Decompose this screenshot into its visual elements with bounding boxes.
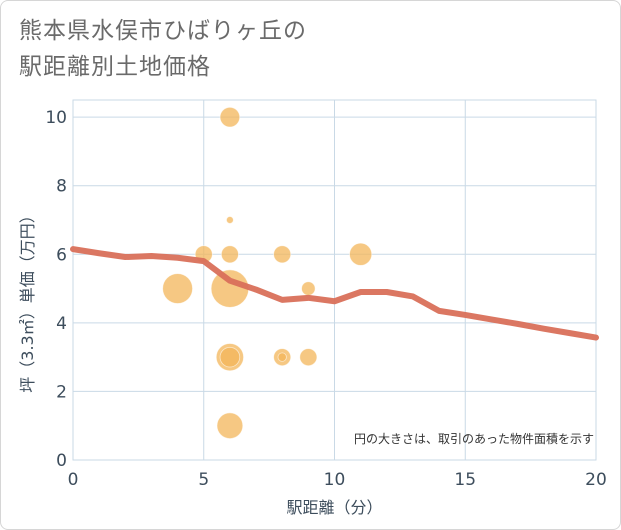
trend-line [70, 246, 599, 341]
chart-title-line2: 駅距離別土地価格 [19, 54, 211, 80]
bubble-point [226, 216, 234, 224]
y-tick-label: 2 [56, 382, 67, 402]
bubble-point [219, 346, 241, 368]
bubble-point [220, 245, 239, 264]
y-tick-label: 4 [56, 314, 67, 334]
x-tick-labels: 0 5 10 15 20 [68, 470, 607, 490]
bubble-point [162, 273, 193, 304]
y-axis-label: 坪（3.3㎡）単価（万円） [18, 207, 37, 392]
chart-title: 熊本県水俣市ひばりヶ丘の 駅距離別土地価格 [19, 13, 307, 85]
bubble-point [216, 412, 244, 440]
bubble-point [219, 106, 241, 128]
bubble-point [301, 281, 316, 296]
bubble-size-note: 円の大きさは、取引のあった物件面積を示す [354, 431, 594, 446]
x-tick-label: 5 [198, 470, 209, 490]
bubbles [162, 106, 373, 440]
x-tick-label: 20 [585, 470, 607, 490]
y-tick-labels: 0 2 4 6 8 10 [45, 108, 67, 471]
bubble-point [349, 242, 373, 266]
x-tick-label: 10 [324, 470, 346, 490]
y-tick-label: 8 [56, 177, 67, 197]
bubble-point [299, 348, 318, 367]
y-tick-label: 10 [45, 108, 67, 128]
bubble-point [210, 269, 250, 308]
y-tick-label: 0 [56, 451, 67, 471]
y-tick-label: 6 [56, 245, 67, 265]
bubble-point [273, 245, 292, 264]
x-axis-label: 駅距離（分） [286, 498, 382, 517]
chart-title-line1: 熊本県水俣市ひばりヶ丘の [19, 18, 307, 44]
plot-border [72, 99, 597, 461]
grid-lines [72, 100, 597, 461]
bubble-point [277, 352, 287, 362]
x-tick-label: 0 [68, 470, 79, 490]
x-tick-label: 15 [454, 470, 476, 490]
